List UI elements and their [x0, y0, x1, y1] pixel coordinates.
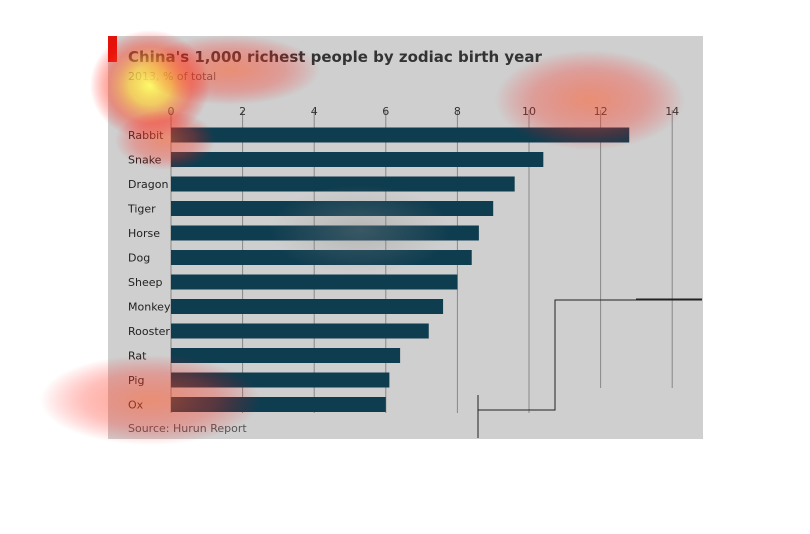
category-label: Snake [128, 154, 162, 167]
connector-line [477, 299, 702, 438]
x-tick-label: 4 [311, 105, 318, 118]
bar-snake [171, 152, 544, 167]
category-label: Dog [128, 252, 150, 265]
bar-dog [171, 250, 472, 265]
x-tick-label: 0 [168, 105, 175, 118]
x-tick-label: 12 [594, 105, 608, 118]
category-label: Rabbit [128, 129, 164, 142]
bar-horse [171, 225, 479, 241]
x-tick-label: 14 [665, 105, 679, 118]
chart-source: Source: Hurun Report [128, 422, 247, 435]
bar-monkey [171, 299, 444, 314]
category-label: Horse [128, 227, 160, 240]
bar-rabbit [171, 127, 630, 143]
category-label: Tiger [127, 203, 156, 216]
bar-ox [171, 397, 386, 412]
bar-rooster [171, 323, 429, 339]
category-label: Pig [128, 374, 144, 387]
bar-rat [171, 348, 401, 363]
bar-pig [171, 372, 390, 388]
bar-tiger [171, 201, 494, 216]
category-label: Sheep [128, 276, 162, 289]
x-tick-label: 10 [522, 105, 536, 118]
category-label: Rat [128, 350, 147, 363]
overlay-lines [477, 298, 702, 438]
x-tick-label: 6 [382, 105, 389, 118]
category-label: Ox [128, 399, 144, 412]
category-label-layer: Rabbit Snake Dragon Tiger Horse Dog Sheep Monke… [127, 129, 171, 412]
bar-sheep [171, 274, 458, 290]
x-tick-label: 2 [239, 105, 246, 118]
bar-layer [171, 127, 630, 412]
x-tick-label: 8 [454, 105, 461, 118]
bar-dragon [171, 176, 515, 192]
category-label: Rooster [128, 325, 170, 338]
category-label: Dragon [128, 178, 168, 191]
category-label: Monkey [128, 301, 171, 314]
tick-label-layer: 0 2 4 6 8 10 12 14 [168, 105, 680, 118]
